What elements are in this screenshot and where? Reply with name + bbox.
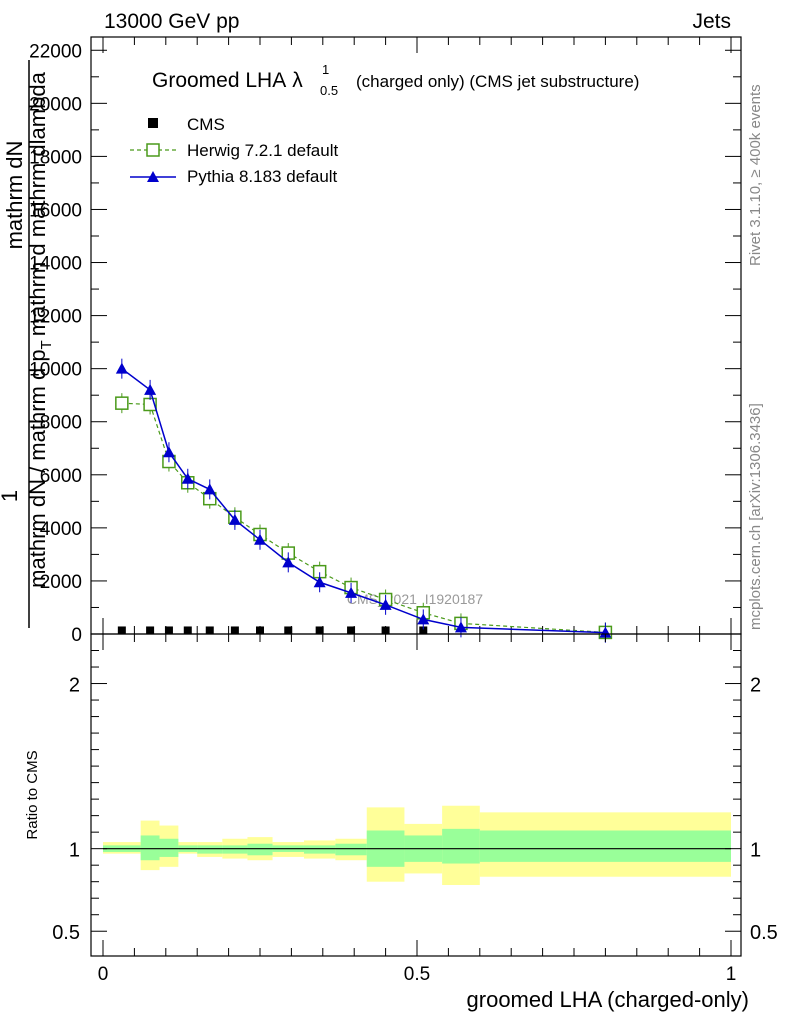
ratio-y-tick-label: 1: [69, 840, 80, 862]
ratio-y-tick-label: 0.5: [52, 922, 80, 944]
cms-data-point: [183, 626, 192, 635]
ratio-stat-band: [247, 843, 273, 856]
energy-label: 13000 GeV pp: [104, 10, 239, 33]
pythia-data-point: [162, 446, 175, 458]
pythia-data-point: [115, 362, 128, 374]
legend-marker-cms: [148, 118, 158, 128]
cms-data-point: [347, 626, 356, 635]
cms-data-point: [117, 626, 126, 635]
legend-label-cms: CMS: [187, 115, 225, 134]
title-main: Groomed LHA λ: [152, 69, 303, 92]
main-y-ticks: 0 2000 4000 6000 8000 10000 12000 14000 16000 180…: [29, 41, 741, 646]
main-y-tick-label: 0: [71, 625, 82, 646]
main-plot: 0 2000 4000 6000 8000 10000 12000 14000 16000 180…: [29, 36, 742, 646]
ratio-stat-band: [335, 843, 367, 856]
title-sub: 0.5: [320, 83, 338, 98]
ratio-stat-band: [140, 835, 160, 861]
ratio-frame: [90, 633, 742, 957]
ratio-y-tick-label-right: 0.5: [750, 922, 778, 944]
pythia-data-point: [282, 556, 295, 568]
main-y-tick-label: 18000: [29, 147, 82, 168]
ratio-stat-band: [303, 845, 336, 854]
ratio-stat-band: [159, 838, 179, 857]
main-y-tick-label: 8000: [40, 413, 82, 434]
pythia-data-point: [313, 576, 326, 588]
legend-marker-herwig: [146, 143, 160, 157]
cms-data-point: [146, 626, 155, 635]
ratio-y-tick-label: 2: [69, 675, 80, 697]
ratio-ylabel: Ratio to CMS: [24, 750, 41, 839]
main-y-tick-label: 22000: [29, 41, 82, 62]
main-y-tick-label: 10000: [29, 360, 82, 381]
pythia-data-point: [254, 533, 266, 545]
pythia-data-point: [454, 621, 467, 633]
cms-data-point: [381, 626, 390, 635]
ratio-x-ticks: 0 0.5 1: [98, 634, 737, 985]
main-y-tick-label: 6000: [40, 466, 82, 487]
main-y-tick-label: 14000: [29, 254, 82, 275]
ratio-plot: 0.5 0.51 12 2 0 0.5 1 Ratio to CMS groomed LH…: [24, 633, 778, 1012]
pythia-data-point: [379, 598, 392, 610]
herwig-data-point: [115, 396, 129, 410]
legend-marker-pythia: [147, 171, 159, 182]
ylabel-bottom: mathrm dN / mathrm d pTmathrm d mathrm d…: [25, 71, 55, 587]
ratio-y-ticks: 0.5 0.5 1 1 2 2: [52, 650, 778, 944]
title-rest: (charged only) (CMS jet substructure): [356, 72, 639, 91]
cms-data-point: [256, 626, 264, 635]
x-tick-label: 0: [98, 964, 109, 985]
main-ylabel: 1 mathrm dN mathrm dN / mathrm d pTmathr…: [0, 60, 55, 628]
pythia-data-point: [144, 383, 157, 395]
ratio-y-tick-label-right: 2: [750, 675, 761, 697]
cms-data-point: [284, 626, 293, 635]
cms-data-point: [315, 626, 324, 635]
pythia-data-point: [228, 513, 241, 525]
pythia-data-point: [599, 626, 612, 638]
x-tick-label: 1: [726, 964, 737, 985]
legend-item-herwig: Herwig 7.2.1 default: [130, 141, 338, 160]
cms-data-point: [164, 626, 173, 635]
title-sup: 1: [322, 62, 329, 77]
ylabel-top: mathrm dN: [2, 141, 27, 250]
ylabel-prefix: 1: [0, 490, 22, 502]
main-y-tick-label: 20000: [29, 94, 82, 115]
ratio-stat-band: [222, 845, 248, 854]
x-tick-label: 0.5: [404, 964, 430, 985]
cms-data-point: [419, 626, 428, 635]
pythia-data-point: [181, 472, 194, 484]
cms-data-point: [205, 626, 214, 635]
ratio-stat-band: [442, 828, 480, 864]
main-y-tick-label: 16000: [29, 200, 82, 221]
ratio-bands: [103, 805, 731, 885]
pythia-data-point: [417, 613, 430, 625]
main-y-tick-label: 4000: [40, 519, 82, 540]
cms-data-point: [230, 626, 239, 635]
category-label: Jets: [692, 10, 731, 33]
legend-item-pythia: Pythia 8.183 default: [130, 167, 338, 186]
main-y-tick-label: 12000: [29, 307, 82, 328]
pythia-data-point: [345, 586, 358, 598]
legend-label-pythia: Pythia 8.183 default: [187, 167, 338, 186]
ratio-y-tick-label-right: 1: [750, 840, 761, 862]
legend: CMS Herwig 7.2.1 default Pythia 8.183 de…: [130, 115, 338, 186]
legend-item-cms: CMS: [148, 115, 225, 134]
pythia-data-point: [203, 483, 216, 495]
main-y-tick-label: 2000: [40, 572, 82, 593]
source-label: mcplots.cern.ch [arXiv:1306.3436]: [747, 403, 764, 630]
ratio-stat-band: [479, 830, 731, 862]
rivet-label: Rivet 3.1.10, ≥ 400k events: [747, 84, 764, 266]
x-axis-label: groomed LHA (charged-only): [467, 987, 749, 1012]
main-series: [115, 358, 613, 643]
chart-title: Groomed LHA λ 1 0.5 (charged only) (CMS j…: [152, 62, 639, 98]
legend-label-herwig: Herwig 7.2.1 default: [187, 141, 338, 160]
ratio-stat-band: [197, 845, 223, 854]
